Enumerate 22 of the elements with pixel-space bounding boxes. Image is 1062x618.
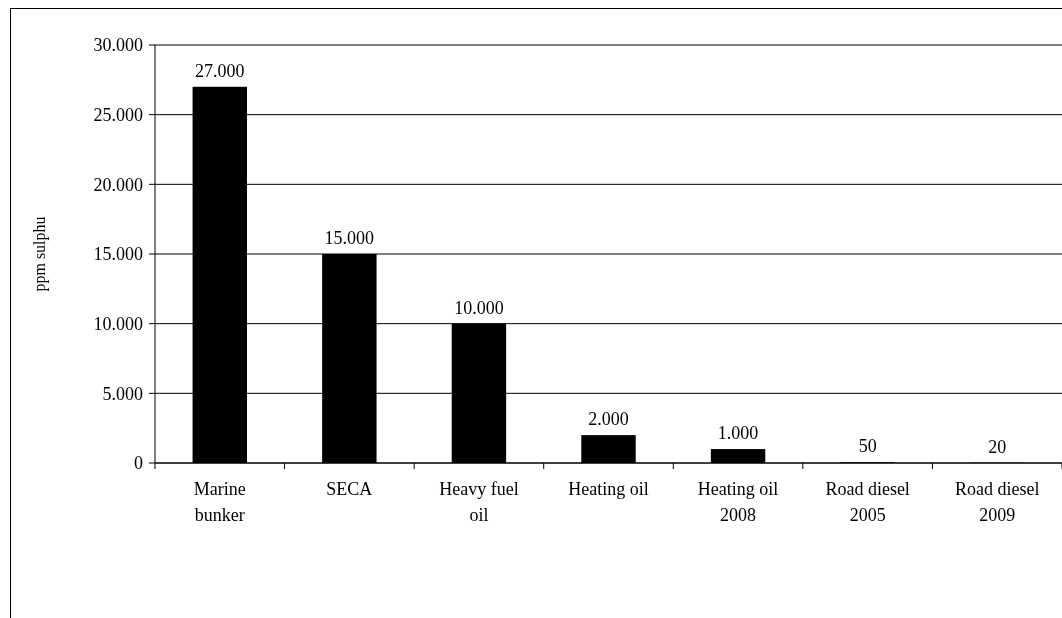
data-label: 50: [858, 436, 877, 457]
data-label: 10.000: [454, 297, 504, 318]
x-tick-label: Heating oil 2008: [697, 479, 779, 525]
y-tick-label: 10.000: [93, 313, 143, 334]
y-axis-title: ppm sulphu: [31, 216, 49, 292]
x-tick-label: Marine bunker: [193, 479, 246, 525]
data-label: 20: [988, 436, 1007, 457]
x-tick-label: SECA: [326, 479, 373, 499]
y-tick-label: 20.000: [93, 174, 143, 195]
x-tick-label: Heating oil: [568, 479, 649, 499]
y-tick-label: 25.000: [93, 104, 143, 125]
y-tick-label: 30.000: [93, 35, 143, 56]
y-tick-label: 15.000: [93, 244, 143, 265]
data-label: 2.000: [588, 409, 629, 430]
data-label: 27.000: [195, 60, 245, 81]
x-tick-label: Heavy fuel oil: [439, 479, 519, 525]
y-tick-label: 0: [134, 453, 143, 474]
data-label: 1.000: [717, 423, 759, 444]
x-tick-label: Road diesel 2005: [825, 479, 910, 525]
x-tick-label: Road diesel 2009: [954, 479, 1040, 525]
y-tick-label: 5.000: [102, 383, 143, 404]
data-label: 15.000: [324, 228, 375, 248]
